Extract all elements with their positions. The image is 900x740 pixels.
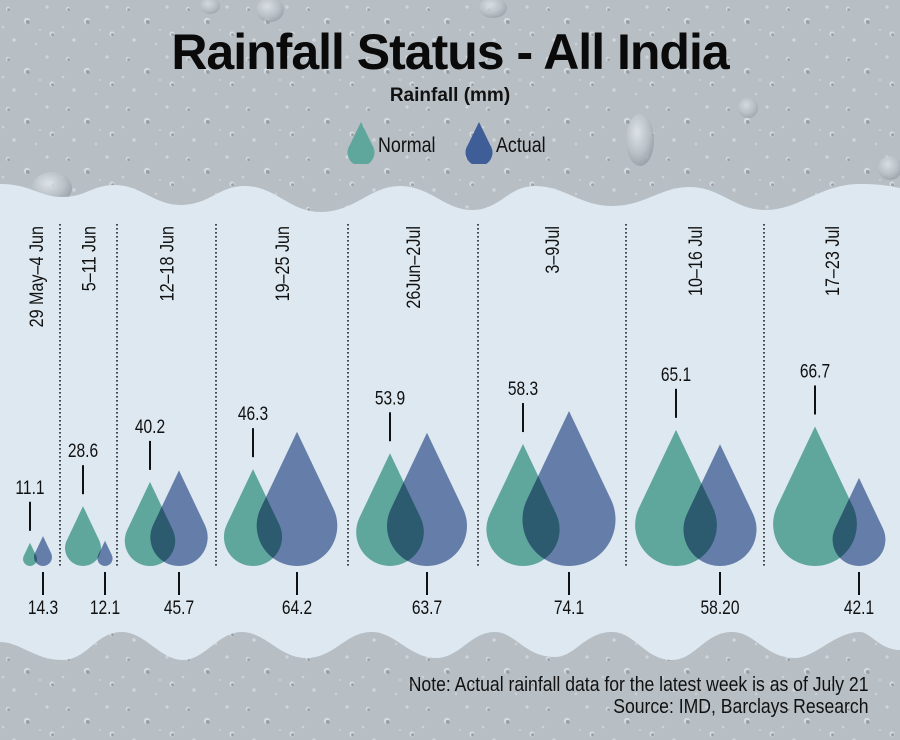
source-text: Source: IMD, Barclays Research — [612, 696, 868, 718]
actual-drop — [387, 432, 467, 566]
actual-drop — [522, 411, 616, 566]
actual-drop — [34, 536, 52, 566]
actual-value-label: 45.7 — [164, 597, 194, 619]
actual-drop — [683, 444, 757, 566]
normal-value-label: 28.6 — [68, 440, 98, 462]
footnote: Note: Actual rainfall data for the lates… — [346, 674, 868, 718]
water-drop-icon — [347, 122, 375, 164]
actual-value-label: 12.1 — [90, 597, 120, 619]
actual-drops — [34, 411, 886, 567]
actual-drop — [832, 477, 886, 567]
category-label: 29 May–4 Jun — [26, 226, 48, 327]
legend-item-actual: Actual — [465, 120, 554, 166]
normal-value-label: 53.9 — [375, 387, 405, 409]
page-title: Rainfall Status - All India — [171, 24, 729, 80]
category-labels: 29 May–4 Jun 5–11 Jun 12–18 Jun 19–25 Jun 26… — [26, 226, 844, 327]
category-label: 19–25 Jun — [272, 226, 294, 301]
value-labels: 11.1 14.3 28.6 12.1 40.2 45.7 46.3 64.2 53.9 63.7… — [15, 360, 874, 618]
category-label: 17–23 Jul — [822, 226, 844, 296]
actual-drop — [97, 540, 113, 567]
water-drop-icon — [465, 122, 493, 164]
category-label: 5–11 Jun — [78, 226, 100, 291]
normal-value-label: 66.7 — [800, 360, 830, 382]
normal-value-label: 58.3 — [508, 378, 538, 400]
chart-subtitle: Rainfall (mm) — [389, 85, 511, 106]
note-text: Note: Actual rainfall data for the lates… — [408, 674, 868, 696]
legend: Normal Actual — [0, 120, 900, 166]
category-label: 3–9Jul — [542, 226, 564, 274]
normal-value-label: 40.2 — [135, 415, 165, 437]
actual-value-label: 58.20 — [701, 597, 740, 619]
normal-value-label: 46.3 — [238, 403, 268, 425]
normal-drop — [23, 542, 37, 566]
category-label: 26Jun–2Jul — [403, 226, 425, 309]
normal-value-label: 65.1 — [661, 363, 691, 385]
legend-label-normal: Normal — [378, 134, 436, 157]
column-dividers — [59, 224, 765, 568]
actual-value-label: 42.1 — [844, 597, 874, 619]
category-label: 10–16 Jul — [685, 226, 707, 296]
actual-value-label: 74.1 — [554, 597, 584, 619]
legend-item-normal: Normal — [347, 120, 446, 166]
normal-drop — [65, 506, 101, 566]
normal-value-label: 11.1 — [15, 476, 44, 498]
actual-value-label: 64.2 — [282, 597, 312, 619]
category-label: 12–18 Jun — [156, 226, 178, 301]
actual-drop — [256, 431, 338, 566]
legend-label-actual: Actual — [496, 134, 546, 157]
actual-value-label: 14.3 — [28, 597, 58, 619]
actual-drop — [150, 470, 208, 566]
actual-value-label: 63.7 — [412, 597, 442, 619]
